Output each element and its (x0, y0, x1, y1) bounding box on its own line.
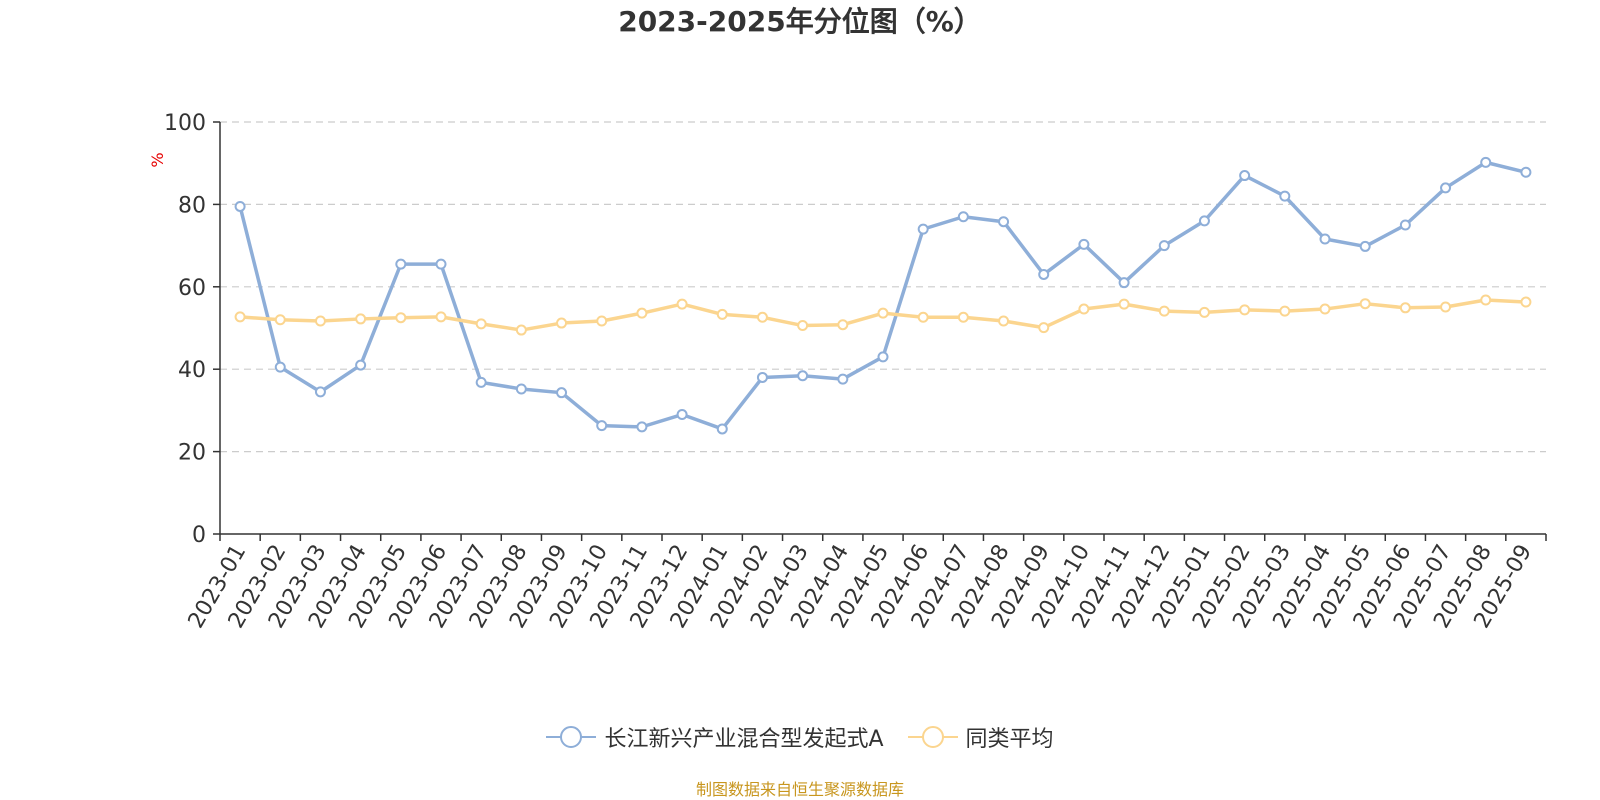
data-point[interactable] (678, 410, 687, 419)
y-tick-label: 100 (164, 111, 206, 136)
data-point[interactable] (1120, 300, 1129, 309)
data-point[interactable] (1240, 305, 1249, 314)
data-point[interactable] (1401, 303, 1410, 312)
data-point[interactable] (396, 313, 405, 322)
y-tick-label: 80 (178, 193, 206, 218)
data-point[interactable] (959, 212, 968, 221)
data-point[interactable] (1521, 298, 1530, 307)
legend-item-average[interactable]: 同类平均 (908, 721, 1054, 753)
data-point[interactable] (1441, 183, 1450, 192)
data-point[interactable] (1039, 270, 1048, 279)
grid-lines (220, 122, 1546, 452)
data-point[interactable] (1481, 158, 1490, 167)
y-axis-unit-label: % (148, 152, 167, 167)
data-point[interactable] (477, 319, 486, 328)
legend-marker-average (908, 724, 958, 750)
data-point[interactable] (1441, 302, 1450, 311)
data-point[interactable] (838, 320, 847, 329)
data-point[interactable] (396, 260, 405, 269)
data-point[interactable] (1120, 278, 1129, 287)
data-point[interactable] (919, 313, 928, 322)
y-tick-label: 0 (192, 523, 206, 548)
data-point[interactable] (1361, 299, 1370, 308)
series (236, 158, 1531, 434)
data-point[interactable] (597, 316, 606, 325)
data-point[interactable] (1039, 323, 1048, 332)
data-point[interactable] (637, 309, 646, 318)
data-point[interactable] (356, 314, 365, 323)
y-tick-label: 60 (178, 276, 206, 301)
data-point[interactable] (276, 315, 285, 324)
data-point[interactable] (1200, 216, 1209, 225)
data-point[interactable] (879, 309, 888, 318)
data-point[interactable] (1160, 307, 1169, 316)
data-point[interactable] (356, 361, 365, 370)
data-point[interactable] (437, 312, 446, 321)
data-point[interactable] (999, 217, 1008, 226)
data-point[interactable] (316, 316, 325, 325)
data-point[interactable] (236, 202, 245, 211)
data-point[interactable] (637, 422, 646, 431)
data-point[interactable] (1521, 168, 1530, 177)
data-point[interactable] (236, 312, 245, 321)
series-line (240, 162, 1526, 429)
data-point[interactable] (678, 300, 687, 309)
data-point[interactable] (1160, 241, 1169, 250)
data-point[interactable] (1280, 192, 1289, 201)
data-point[interactable] (999, 316, 1008, 325)
data-point[interactable] (879, 352, 888, 361)
data-point[interactable] (517, 326, 526, 335)
data-point[interactable] (838, 375, 847, 384)
data-point[interactable] (1079, 240, 1088, 249)
y-tick-label: 20 (178, 441, 206, 466)
data-point[interactable] (718, 424, 727, 433)
data-point[interactable] (718, 310, 727, 319)
data-point[interactable] (1321, 305, 1330, 314)
data-point[interactable] (959, 313, 968, 322)
legend-label-fund: 长江新兴产业混合型发起式A (604, 721, 883, 753)
data-point[interactable] (517, 384, 526, 393)
data-point[interactable] (919, 225, 928, 234)
data-point[interactable] (597, 421, 606, 430)
data-point[interactable] (798, 321, 807, 330)
data-point[interactable] (437, 260, 446, 269)
data-point[interactable] (1240, 171, 1249, 180)
data-point[interactable] (276, 363, 285, 372)
data-point[interactable] (798, 371, 807, 380)
data-point[interactable] (1200, 308, 1209, 317)
data-point[interactable] (1361, 242, 1370, 251)
data-point[interactable] (1321, 235, 1330, 244)
source-note: 制图数据来自恒生聚源数据库 (0, 780, 1600, 800)
legend-item-fund[interactable]: 长江新兴产业混合型发起式A (546, 721, 883, 753)
data-point[interactable] (1280, 307, 1289, 316)
series-1 (236, 295, 1531, 334)
legend: 长江新兴产业混合型发起式A 同类平均 (0, 722, 1600, 752)
legend-marker-fund (546, 724, 596, 750)
data-point[interactable] (316, 387, 325, 396)
data-point[interactable] (1079, 305, 1088, 314)
y-tick-label: 40 (178, 358, 206, 383)
data-point[interactable] (557, 388, 566, 397)
data-point[interactable] (758, 313, 767, 322)
data-point[interactable] (1481, 295, 1490, 304)
data-point[interactable] (758, 373, 767, 382)
data-point[interactable] (477, 378, 486, 387)
series-0 (236, 158, 1531, 434)
legend-label-average: 同类平均 (966, 721, 1054, 753)
data-point[interactable] (1401, 221, 1410, 230)
data-point[interactable] (557, 319, 566, 328)
